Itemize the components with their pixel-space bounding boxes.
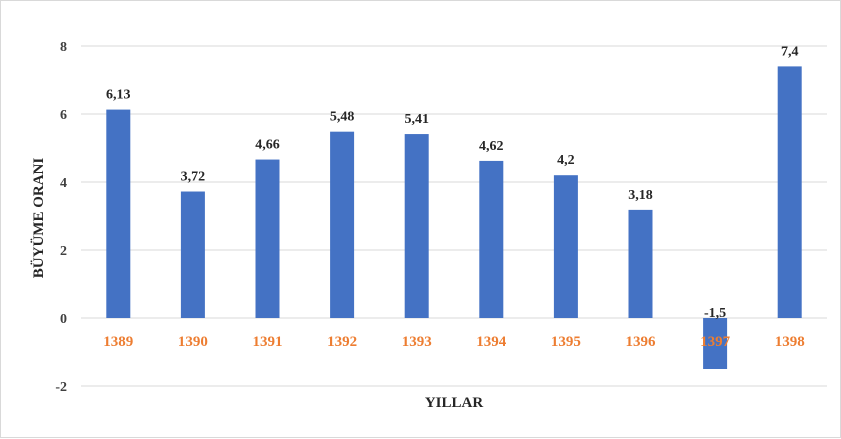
bars [106,66,802,369]
data-label-1397: -1,5 [704,306,726,321]
data-label-1398: 7,4 [781,44,799,59]
x-category-label: 1391 [253,334,283,350]
x-category-label: 1392 [327,334,357,350]
x-category-label: 1393 [402,334,432,350]
bar-1390 [180,191,205,318]
x-category-label: 1390 [178,334,208,350]
x-category-label: 1394 [476,334,507,350]
data-label-1391: 4,66 [255,138,280,153]
x-category-label: 1395 [551,334,581,350]
bar-1393 [404,134,429,318]
bar-1395 [553,175,578,318]
data-label-1392: 5,48 [330,110,355,125]
data-label-1395: 4,2 [557,153,575,168]
data-label-1396: 3,18 [628,188,653,203]
y-tick-label: 8 [60,40,67,55]
bar-1398 [777,66,802,319]
data-label-1394: 4,62 [479,139,504,154]
x-axis-title: YILLAR [425,395,484,411]
y-axis-title: BÜYÜME ORANI [30,158,47,279]
y-tick-label: 0 [60,312,67,327]
bar-1396 [628,209,653,318]
y-tick-label: 2 [60,244,67,259]
data-label-1393: 5,41 [404,112,429,127]
x-category-label: 1396 [626,334,657,350]
bar-1394 [479,160,504,318]
y-tick-label: 6 [60,108,67,123]
data-label-1390: 3,72 [181,170,206,185]
y-tick-label: 4 [60,176,67,191]
bar-1389 [106,109,131,318]
data-label-1389: 6,13 [106,88,131,103]
bar-1397 [703,318,728,369]
x-axis-categories: 1389 1390 1391 1392 1393 1394 1395 1396 1397 1398 [103,334,804,350]
x-category-label: 1398 [775,334,805,350]
x-category-label: 1389 [103,334,133,350]
bar-1391 [255,159,280,318]
y-tick-label: -2 [55,380,67,395]
x-category-label: 1397 [700,334,731,350]
data-labels: 6,13 3,72 4,66 5,48 5,41 4,62 4,2 3,18 -1,5 7,4 [106,44,798,321]
gridlines [81,45,827,387]
bar-1392 [330,131,355,318]
y-axis-ticks: 8 6 4 2 0 -2 [55,40,67,395]
